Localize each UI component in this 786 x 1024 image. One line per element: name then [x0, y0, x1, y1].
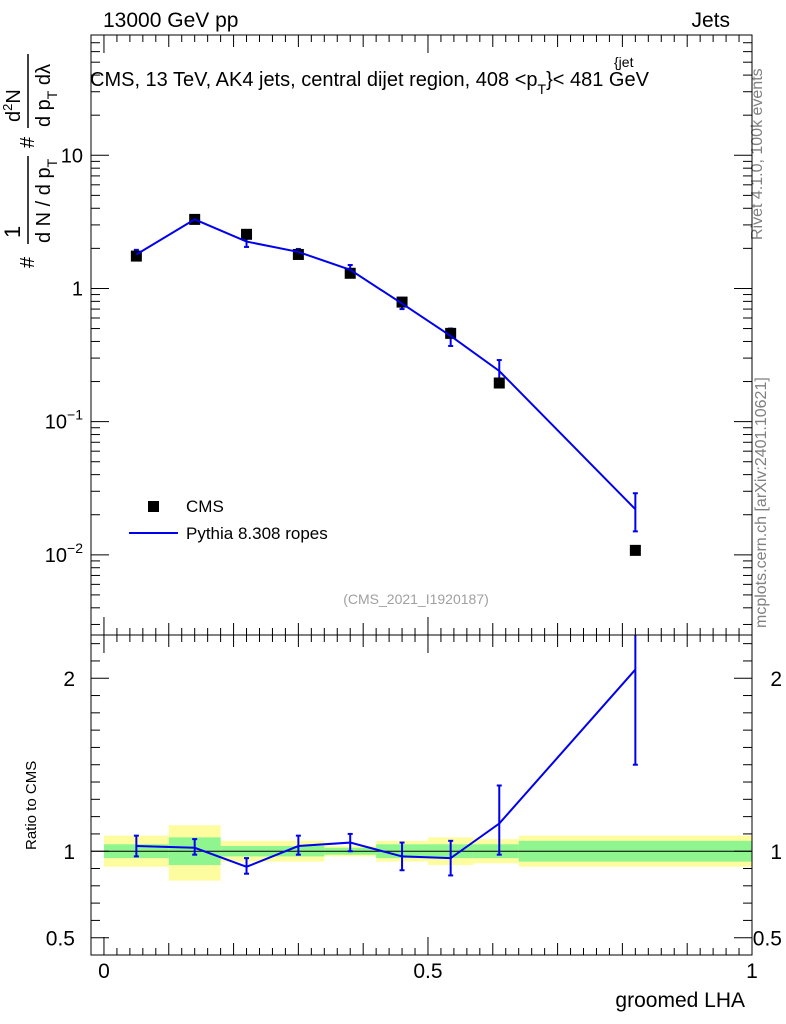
ratio-y-tick-label-left: 2: [63, 668, 75, 691]
legend-cms-marker: [148, 501, 159, 512]
main-frame: [90, 34, 753, 636]
cms-data-point: [445, 327, 457, 339]
ylabel-num: d2N: [0, 89, 25, 122]
ratio-tick-labels: 0.5 0.5 1 1 2 2 0 0.5 1: [46, 668, 782, 983]
mcplots-label: mcplots.cern.ch [arXiv:2401.10621]: [753, 377, 770, 628]
ratio-y-tick-label-left: 0.5: [46, 928, 75, 951]
legend-pythia-label: Pythia 8.308 ropes: [186, 524, 328, 543]
ratio-x-tick-label: 1: [746, 960, 758, 983]
chart-title: CMS, 13 TeV, AK4 jets, central dijet reg…: [90, 69, 650, 97]
legend: CMS Pythia 8.308 ropes: [129, 497, 328, 543]
ratio-y-label: Ratio to CMS: [23, 761, 40, 850]
main-y-tick-label: 10−1: [45, 407, 83, 434]
ylabel-hash-1: #: [17, 256, 39, 268]
cms-data-point: [493, 377, 505, 389]
ratio-y-tick-label-right: 0.5: [753, 928, 782, 951]
ratio-uncertainty-bands: [103, 825, 752, 881]
main-series: [130, 213, 641, 556]
chart-title-sup: {jet: [614, 54, 634, 70]
cms-data-point: [130, 250, 142, 262]
main-y-tick-label: 10: [61, 145, 83, 167]
ylabel-den: d N / d pT: [33, 158, 60, 243]
ratio-y-tick-label-right: 1: [770, 841, 782, 864]
main-y-tick-label: 1: [72, 278, 83, 300]
ylabel-den2: d pT dλ: [33, 64, 60, 127]
legend-cms-label: CMS: [186, 497, 224, 516]
ratio-frame: [90, 634, 753, 956]
ratio-y-tick-label-right: 2: [770, 668, 782, 691]
pythia-line: [135, 218, 637, 510]
main-panel: 10−2 10−1 1 10 CMS, 13 TeV, AK4 jets, centr…: [0, 34, 753, 636]
ratio-x-tick-label: 0.5: [413, 960, 442, 983]
ratio-panel: 0.5 0.5 1 1 2 2 0 0.5 1 Ratio to CMS groomed LHA: [23, 634, 782, 1012]
cms-data-point: [241, 228, 253, 240]
ratio-x-tick-label: 0: [98, 960, 110, 983]
category-label: Jets: [691, 9, 730, 32]
rivet-label: Rivet 4.1.0, 100k events: [749, 68, 766, 240]
main-axis-ticks: [91, 34, 753, 635]
ylabel-hash-2: #: [17, 136, 39, 148]
main-y-tick-label: 10−2: [45, 540, 83, 567]
cms-data-point: [629, 544, 641, 556]
ratio-line: [136, 668, 637, 868]
cms-data-point: [344, 267, 356, 279]
x-axis-label: groomed LHA: [615, 989, 745, 1012]
main-y-axis-label: # 1 d N / d pT # d2N d pT dλ: [0, 54, 60, 268]
analysis-id: (CMS_2021_I1920187): [343, 591, 489, 607]
main-y-tick-labels: 10−2 10−1 1 10: [45, 145, 83, 567]
cms-data-point: [292, 248, 304, 260]
energy-label: 13000 GeV pp: [103, 9, 238, 32]
ratio-series: [133, 635, 638, 877]
ratio-axis-ticks: [91, 635, 753, 956]
ratio-y-tick-label-left: 1: [63, 841, 75, 864]
cms-data-point: [396, 296, 408, 308]
ylabel-one: 1: [0, 226, 25, 238]
